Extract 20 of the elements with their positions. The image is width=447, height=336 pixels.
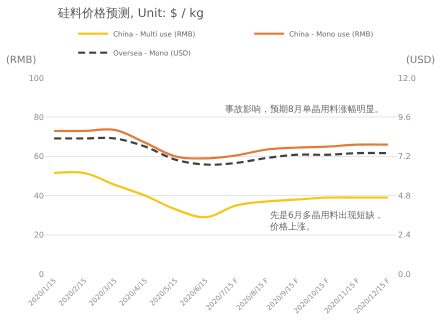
y-tick-label: 100 [28, 74, 44, 83]
y2-tick-label: 4.8 [398, 191, 411, 200]
y2-tick-label: 7.2 [398, 152, 411, 162]
y2-tick-label: 0.0 [398, 270, 411, 279]
line-series [53, 171, 389, 218]
annotation: 先是6月多晶用料出现短缺，价格上涨。 [269, 210, 384, 233]
y2-tick-label: 2.4 [398, 230, 411, 240]
y2-axis-title: (USD) [406, 55, 436, 66]
y-tick-label: 0 [38, 270, 44, 279]
line-series [53, 136, 389, 166]
y-tick-label: 40 [34, 191, 44, 200]
chart-title: 硅料价格预测, Unit: $ / kg [57, 6, 204, 20]
y-tick-label: 20 [34, 230, 44, 240]
line-series [53, 128, 389, 160]
y-axis-title: (RMB) [6, 55, 36, 66]
y2-tick-label: 9.6 [398, 113, 411, 122]
annotation: 事故影响，预期8月单晶用料涨幅明显。 [225, 104, 384, 115]
y-tick-label: 60 [34, 152, 44, 162]
y2-tick-label: 12.0 [398, 74, 416, 83]
y-tick-label: 80 [34, 113, 44, 122]
